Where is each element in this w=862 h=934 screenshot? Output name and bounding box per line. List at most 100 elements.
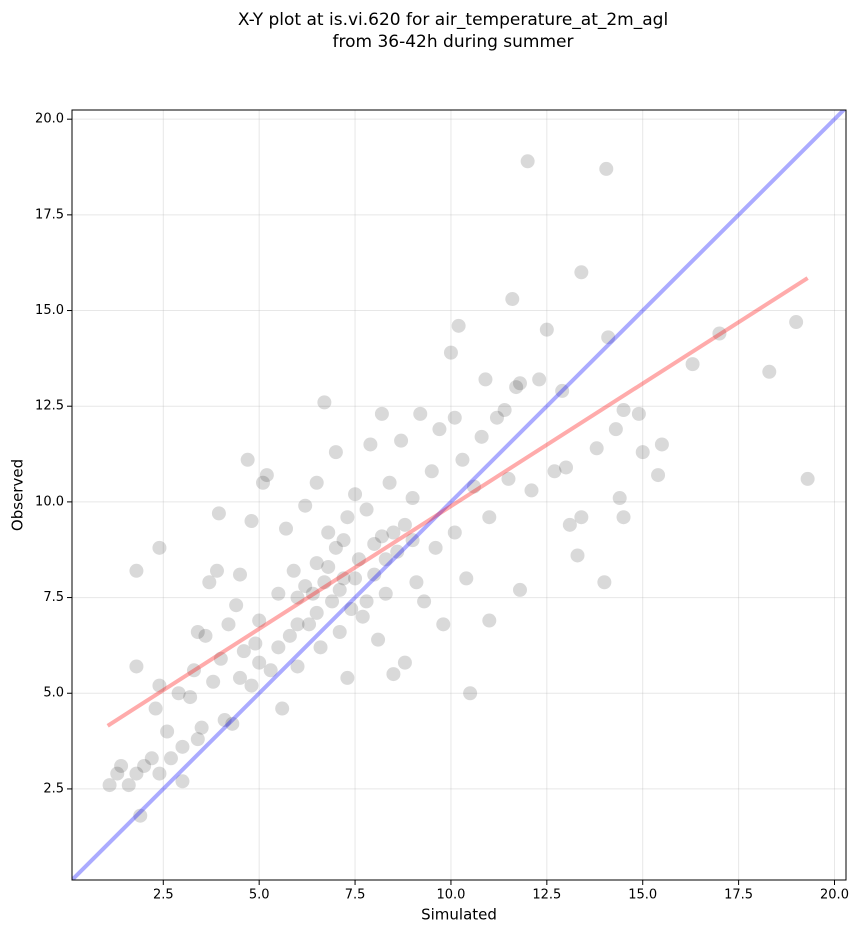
point xyxy=(520,154,535,169)
point xyxy=(244,514,259,529)
point xyxy=(654,437,669,452)
y-tick-label: 15.0 xyxy=(35,303,64,318)
x-tick-label: 7.5 xyxy=(345,888,366,903)
point xyxy=(378,586,393,601)
point xyxy=(597,575,612,590)
point xyxy=(386,667,401,682)
point xyxy=(501,471,516,486)
point xyxy=(405,491,420,506)
point xyxy=(417,594,432,609)
point xyxy=(363,437,378,452)
point xyxy=(800,471,815,486)
point xyxy=(505,292,520,307)
point xyxy=(451,318,466,333)
y-tick-label: 17.5 xyxy=(35,207,64,222)
point xyxy=(137,758,152,773)
x-tick-label: 17.5 xyxy=(724,888,753,903)
point xyxy=(428,540,443,555)
point xyxy=(275,701,290,716)
y-tick-label: 20.0 xyxy=(35,112,64,127)
point xyxy=(190,625,205,640)
point xyxy=(217,713,232,728)
point xyxy=(631,406,646,421)
point xyxy=(436,617,451,632)
point xyxy=(309,475,324,490)
point xyxy=(121,778,136,793)
point xyxy=(340,670,355,685)
point xyxy=(599,161,614,176)
point xyxy=(405,533,420,548)
point xyxy=(382,475,397,490)
point xyxy=(290,590,305,605)
x-tick-label: 5.0 xyxy=(249,888,270,903)
point xyxy=(183,690,198,705)
point xyxy=(332,625,347,640)
y-tick-label: 10.0 xyxy=(35,494,64,509)
point xyxy=(789,315,804,330)
point xyxy=(463,686,478,701)
fit-line xyxy=(106,276,809,728)
point xyxy=(225,716,240,731)
plot-frame xyxy=(71,109,847,881)
point xyxy=(328,540,343,555)
point xyxy=(144,751,159,766)
point xyxy=(221,617,236,632)
point xyxy=(102,778,117,793)
y-axis-label: Observed xyxy=(9,459,27,531)
point xyxy=(512,582,527,597)
point xyxy=(148,701,163,716)
point xyxy=(397,517,412,532)
point xyxy=(194,720,209,735)
y-tick-label: 12.5 xyxy=(35,399,64,414)
point xyxy=(317,395,332,410)
y-tick-label: 5.0 xyxy=(43,686,64,701)
point xyxy=(482,613,497,628)
x-tick-label: 12.5 xyxy=(532,888,561,903)
point xyxy=(371,632,386,647)
point xyxy=(555,383,570,398)
x-tick-label: 2.5 xyxy=(153,888,174,903)
point xyxy=(359,594,374,609)
point xyxy=(524,483,539,498)
point xyxy=(317,575,332,590)
point xyxy=(712,326,727,341)
point xyxy=(129,766,144,781)
point xyxy=(298,498,313,513)
point xyxy=(232,567,247,582)
point xyxy=(290,659,305,674)
point xyxy=(559,460,574,475)
point xyxy=(685,357,700,372)
point xyxy=(240,452,255,467)
point xyxy=(374,529,389,544)
point xyxy=(386,525,401,540)
point xyxy=(152,766,167,781)
fit-line xyxy=(72,110,846,880)
point xyxy=(601,330,616,345)
point xyxy=(570,548,585,563)
point xyxy=(547,464,562,479)
point xyxy=(509,380,524,395)
point xyxy=(497,403,512,418)
point xyxy=(209,563,224,578)
point xyxy=(232,670,247,685)
point xyxy=(160,724,175,739)
point xyxy=(325,594,340,609)
point xyxy=(478,372,493,387)
point xyxy=(413,406,428,421)
point xyxy=(344,602,359,617)
point xyxy=(651,468,666,483)
point xyxy=(271,640,286,655)
point xyxy=(236,644,251,659)
point xyxy=(229,598,244,613)
point xyxy=(163,751,178,766)
point xyxy=(290,617,305,632)
point xyxy=(367,567,382,582)
point xyxy=(213,651,228,666)
point xyxy=(562,517,577,532)
point xyxy=(152,678,167,693)
point xyxy=(378,552,393,567)
point xyxy=(355,609,370,624)
point xyxy=(574,265,589,280)
point xyxy=(394,433,409,448)
point xyxy=(328,445,343,460)
